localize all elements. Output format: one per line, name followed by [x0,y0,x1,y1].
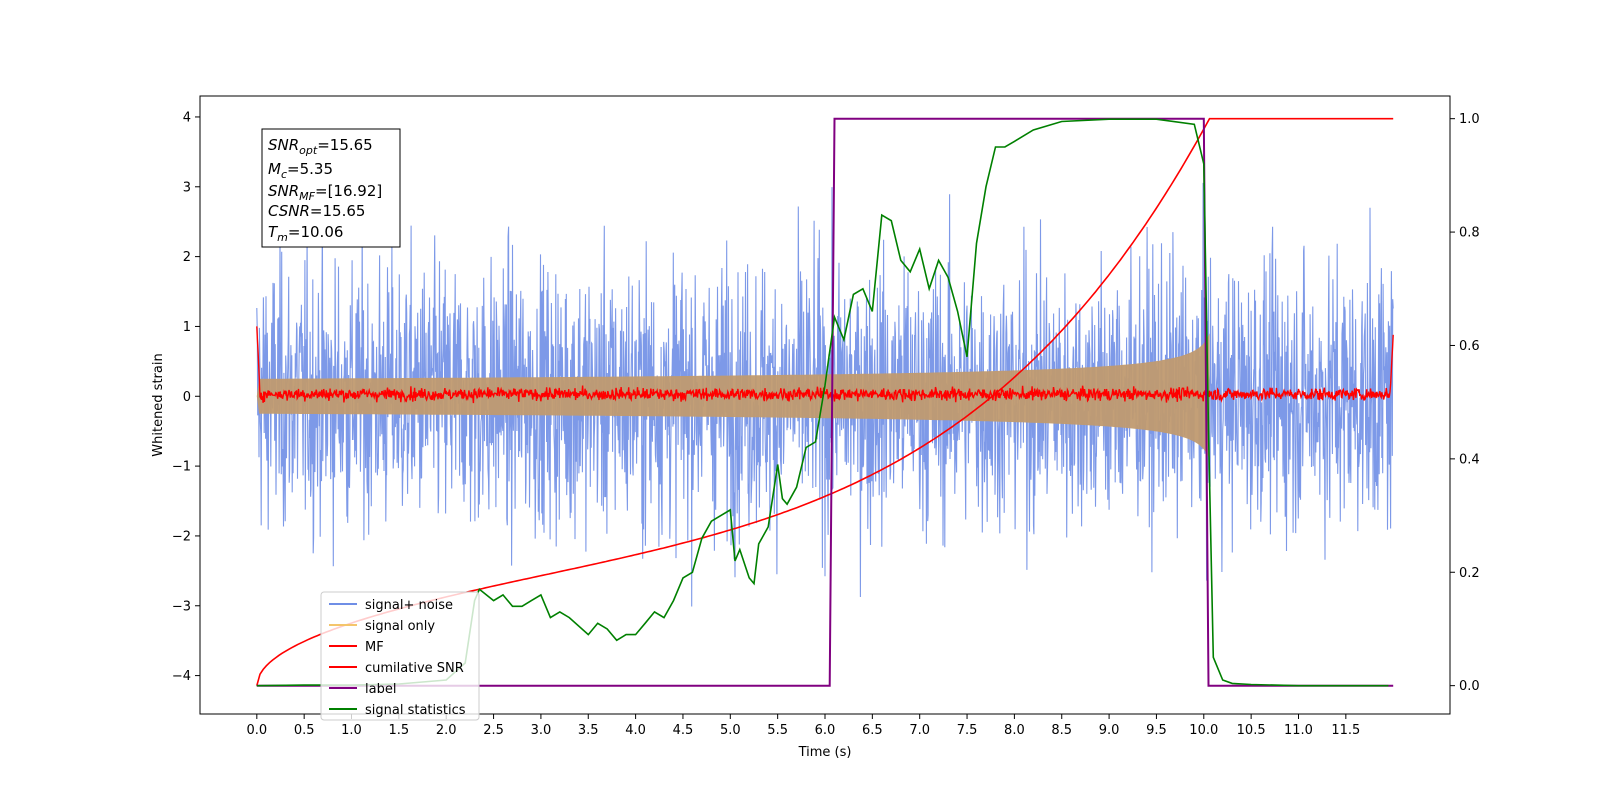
x-tick-label: 0.5 [294,723,315,738]
info-box: SNRopt=15.65 Mc=5.35 SNRMF=[16.92] CSNR=… [261,128,401,248]
x-tick-label: 3.0 [531,723,552,738]
y-tick-label: 1 [183,320,191,335]
legend-label-signal-noise: signal+ noise [365,598,453,613]
y-tick-label: −4 [172,669,191,684]
series-signal-statistics [256,118,1389,687]
legend-frame [320,591,480,721]
series-label [256,117,1394,687]
x-tick-label: 11.0 [1284,723,1313,738]
x-tick-label: 11.5 [1331,723,1360,738]
x-tick-label: 7.5 [957,723,978,738]
x-tick-label: 4.0 [625,723,646,738]
y-tick-label: 4 [183,110,191,125]
y-tick-label: −1 [172,460,191,475]
info-snr-mf: SNRMF=[16.92] [268,182,382,203]
x-tick-label: 1.0 [341,723,362,738]
x-tick-label: 1.5 [389,723,410,738]
legend-label-label: label [365,682,396,697]
x-tick-label: 5.5 [767,723,788,738]
series-mf [256,326,1394,404]
y2-tick-label: 0.2 [1459,566,1480,581]
x-tick-label: 2.0 [436,723,457,738]
x-axis-label: Time (s) [798,745,852,760]
info-box-frame [261,128,401,248]
info-snr-opt: SNRopt=15.65 [268,136,373,157]
x-tick-label: 2.5 [483,723,504,738]
x-tick-label: 8.0 [1004,723,1025,738]
y-tick-label: 2 [183,250,191,265]
x-tick-label: 9.5 [1146,723,1167,738]
info-mc: Mc=5.35 [268,160,333,181]
y2-tick-label: 0.8 [1459,226,1480,241]
y-axis-label: Whitened strain [151,353,166,456]
info-csnr: CSNR=15.65 [268,202,365,220]
legend-label-signal-only: signal only [365,619,435,634]
x-axis: 0.0 0.5 1.0 1.5 2.0 2.5 3.0 3.5 4.0 4.5 5.0 5.5 6.0 6… [246,714,1360,738]
y-tick-label: 0 [183,390,191,405]
info-tm: Tm=10.06 [268,223,343,244]
y2-tick-label: 0.4 [1459,452,1480,467]
y2-tick-label: 1.0 [1459,112,1480,127]
x-tick-label: 10.5 [1237,723,1266,738]
x-tick-label: 6.0 [815,723,836,738]
legend-label-mf: MF [365,640,384,655]
legend-label-signal-statistics: signal statistics [365,703,466,718]
x-tick-label: 7.0 [909,723,930,738]
x-tick-label: 3.5 [578,723,599,738]
x-tick-label: 10.0 [1189,723,1218,738]
x-tick-label: 6.5 [862,723,883,738]
x-tick-label: 9.0 [1099,723,1120,738]
y2-tick-label: 0.0 [1459,679,1480,694]
x-tick-label: 0.0 [246,723,267,738]
y-tick-label: −3 [172,599,191,614]
legend: signal+ noise signal only MF cumilative … [320,591,480,721]
legend-label-cumulative-snr: cumilative SNR [365,661,464,676]
y-tick-label: 3 [183,180,191,195]
x-tick-label: 4.5 [673,723,694,738]
y2-tick-label: 0.6 [1459,339,1480,354]
x-tick-label: 8.5 [1051,723,1072,738]
x-tick-label: 5.0 [720,723,741,738]
y-axis-right: 1.0 0.8 0.6 0.4 0.2 0.0 [1450,112,1480,694]
y-tick-label: −2 [172,529,191,544]
y-axis-left: 4 3 2 1 0 −1 −2 −3 −4 [172,110,200,684]
